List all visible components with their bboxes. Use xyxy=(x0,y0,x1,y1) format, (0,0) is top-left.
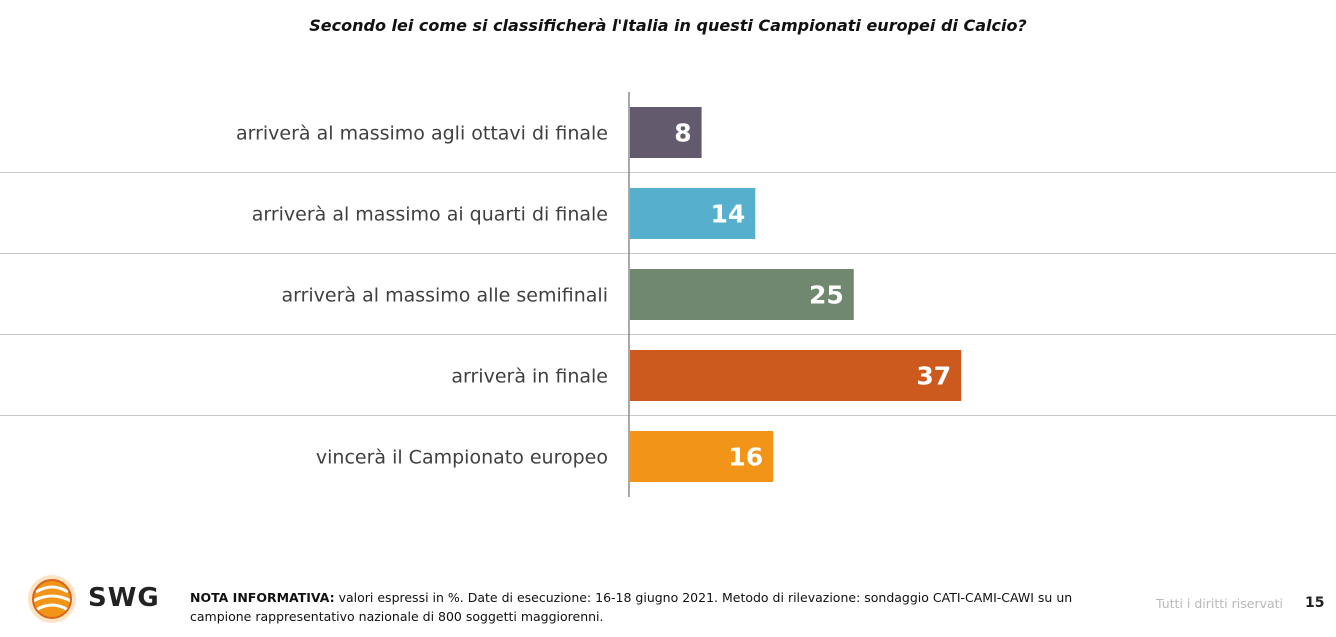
category-label: vincerà il Campionato europeo xyxy=(316,447,608,469)
bars-group xyxy=(630,107,962,482)
chart-title: Secondo lei come si classificherà l'Ital… xyxy=(309,16,1027,35)
bar xyxy=(630,107,702,158)
bar xyxy=(630,269,854,320)
swg-globe-logo-icon xyxy=(28,575,76,623)
bar xyxy=(630,188,756,239)
category-label: arriverà in finale xyxy=(451,366,608,388)
category-label: arriverà al massimo ai quarti di finale xyxy=(252,204,608,226)
bar-chart: arriverà al massimo agli ottavi di final… xyxy=(0,92,1336,497)
category-labels: arriverà al massimo agli ottavi di final… xyxy=(236,123,608,469)
rights-text: Tutti i diritti riservati xyxy=(1156,596,1284,611)
category-label: arriverà al massimo agli ottavi di final… xyxy=(236,123,608,145)
category-label: arriverà al massimo alle semifinali xyxy=(281,285,608,307)
footer-note-text: valori espressi in %. Date di esecuzione… xyxy=(190,590,1073,624)
value-label: 8 xyxy=(674,119,691,148)
value-labels: 8 14 25 37 16 xyxy=(674,119,951,472)
row-separators xyxy=(0,172,1336,416)
value-label: 16 xyxy=(728,443,763,472)
value-label: 25 xyxy=(809,281,844,310)
footer-note-label: NOTA INFORMATIVA: xyxy=(190,590,335,605)
value-label: 14 xyxy=(711,200,746,229)
page-number: 15 xyxy=(1305,595,1325,611)
bar xyxy=(630,350,962,401)
value-label: 37 xyxy=(916,362,951,391)
bar xyxy=(630,431,774,482)
swg-logo-text: SWG xyxy=(88,583,160,613)
footer-note: NOTA INFORMATIVA: valori espressi in %. … xyxy=(190,588,1090,626)
